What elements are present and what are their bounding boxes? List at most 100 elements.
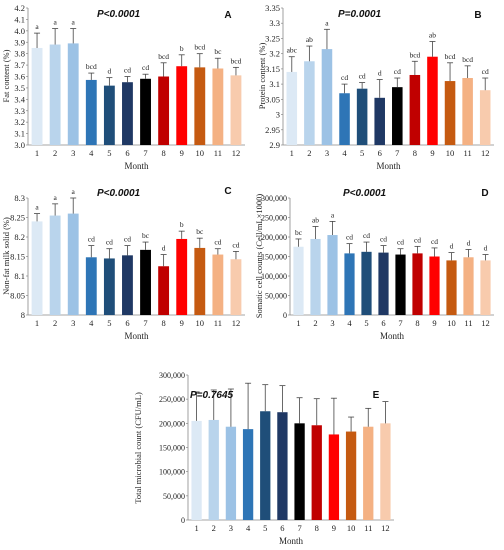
x-tick-label: 1 — [290, 148, 294, 158]
y-axis-title: Fat content (%) — [1, 49, 11, 102]
bar-month-9 — [427, 56, 438, 145]
bar-month-2 — [304, 61, 315, 145]
x-tick-label: 2 — [212, 523, 216, 533]
y-tick-label: 3.0 — [14, 140, 25, 150]
x-tick-label: 11 — [214, 318, 222, 328]
bar-month-9 — [176, 238, 188, 315]
bar-month-12 — [230, 259, 242, 315]
bar-month-7 — [140, 78, 151, 145]
x-tick-label: 10 — [347, 523, 356, 533]
bar-month-12 — [230, 75, 242, 145]
x-tick-label: 5 — [360, 148, 364, 158]
y-axis-title: Total microbial count (CFU/mL) — [133, 392, 143, 504]
x-tick-label: 11 — [464, 318, 472, 328]
chart-panel-b: 2.9 2.95 3 3.05 3.1 3.15 3.2 3.25 3.3 3.35 abc 1 ab 2… — [257, 3, 494, 171]
y-tick-label: 200,000 — [261, 233, 287, 242]
x-tick-label: 8 — [415, 318, 419, 328]
x-tick-label: 12 — [232, 318, 241, 328]
significance-letter: cd — [394, 67, 401, 76]
y-tick-label: 3.1 — [14, 129, 25, 139]
significance-letter: a — [35, 22, 39, 31]
x-tick-label: 9 — [180, 318, 184, 328]
y-tick-label: 3.3 — [14, 106, 25, 116]
x-tick-label: 6 — [378, 148, 382, 158]
bar-month-11 — [363, 426, 374, 520]
bar-month-7 — [395, 254, 406, 315]
bar-month-3 — [67, 43, 79, 146]
bar-month-9 — [176, 66, 188, 145]
bar-month-8 — [311, 425, 322, 520]
y-tick-label: 3.2 — [269, 49, 280, 59]
bar-month-8 — [158, 266, 170, 315]
bar-month-10 — [194, 247, 206, 315]
x-tick-label: 4 — [246, 523, 251, 533]
bar-month-4 — [85, 79, 97, 145]
x-tick-label: 6 — [125, 318, 129, 328]
significance-letter: bc — [196, 227, 204, 236]
x-tick-label: 1 — [296, 318, 300, 328]
y-tick-label: 3 — [276, 110, 280, 120]
x-tick-label: 11 — [214, 148, 222, 158]
y-tick-label: 4.1 — [14, 14, 25, 24]
x-axis-title: Month — [124, 331, 149, 341]
y-tick-label: 8.15 — [10, 252, 25, 262]
y-tick-label: 3.7 — [14, 60, 25, 70]
significance-letter: cd — [346, 233, 353, 242]
x-axis-title: Month — [380, 331, 405, 341]
x-tick-label: 10 — [446, 148, 455, 158]
significance-letter: cd — [232, 240, 239, 249]
bar-month-8 — [412, 253, 423, 315]
x-tick-label: 11 — [464, 148, 472, 158]
bar-month-2 — [310, 238, 321, 315]
x-tick-label: 10 — [196, 318, 205, 328]
y-tick-label: 50,000 — [265, 292, 287, 301]
x-axis-title: Month — [124, 161, 149, 171]
significance-letter: b — [180, 220, 184, 229]
panel-letter: E — [373, 390, 380, 401]
significance-letter: bcd — [462, 55, 473, 64]
bar-month-10 — [345, 431, 357, 520]
bar-month-4 — [344, 253, 355, 315]
panel-letter: C — [224, 186, 231, 197]
y-tick-label: 8.2 — [14, 232, 25, 242]
x-tick-label: 7 — [398, 318, 402, 328]
significance-letter: ab — [429, 30, 436, 39]
bar-month-8 — [409, 74, 421, 145]
significance-letter: a — [53, 18, 57, 27]
x-tick-label: 6 — [381, 318, 385, 328]
y-tick-label: 8.3 — [14, 193, 25, 203]
significance-letter: ab — [306, 35, 313, 44]
y-tick-label: 3.15 — [265, 64, 280, 74]
x-tick-label: 5 — [364, 318, 368, 328]
y-tick-label: 3.05 — [265, 94, 280, 104]
x-tick-label: 9 — [432, 318, 436, 328]
significance-letter: cd — [124, 66, 131, 75]
significance-letter: cd — [359, 72, 366, 81]
panel-letter: A — [224, 10, 231, 21]
p-value-label: P<0.0001 — [343, 188, 387, 199]
y-tick-label: 3.8 — [14, 49, 25, 59]
significance-letter: cd — [106, 238, 113, 247]
bar-month-6 — [122, 82, 133, 145]
significance-letter: a — [53, 193, 57, 202]
significance-letter: d — [467, 238, 471, 247]
y-tick-label: 2.9 — [269, 140, 280, 150]
x-tick-label: 3 — [229, 523, 233, 533]
y-tick-label: 250,000 — [261, 214, 287, 223]
y-tick-label: 3.6 — [14, 72, 25, 82]
chart-panel-a: 3.03.1 3.23.3 3.43.53.6 3.73.8 3.94.0 4.14.2 a… — [1, 3, 245, 171]
significance-letter: bcd — [86, 62, 97, 71]
x-tick-label: 4 — [89, 318, 94, 328]
bar-month-7 — [392, 87, 403, 145]
x-tick-label: 8 — [162, 318, 166, 328]
bar-month-1 — [31, 221, 43, 315]
bar-month-11 — [463, 257, 474, 315]
bar-month-10 — [444, 81, 456, 145]
x-tick-label: 10 — [196, 148, 205, 158]
y-tick-label: 4.2 — [14, 3, 25, 13]
significance-letter: d — [378, 69, 382, 78]
x-tick-label: 3 — [71, 148, 75, 158]
significance-letter: bcd — [194, 43, 205, 52]
p-value-label: P<0.0001 — [97, 9, 141, 20]
